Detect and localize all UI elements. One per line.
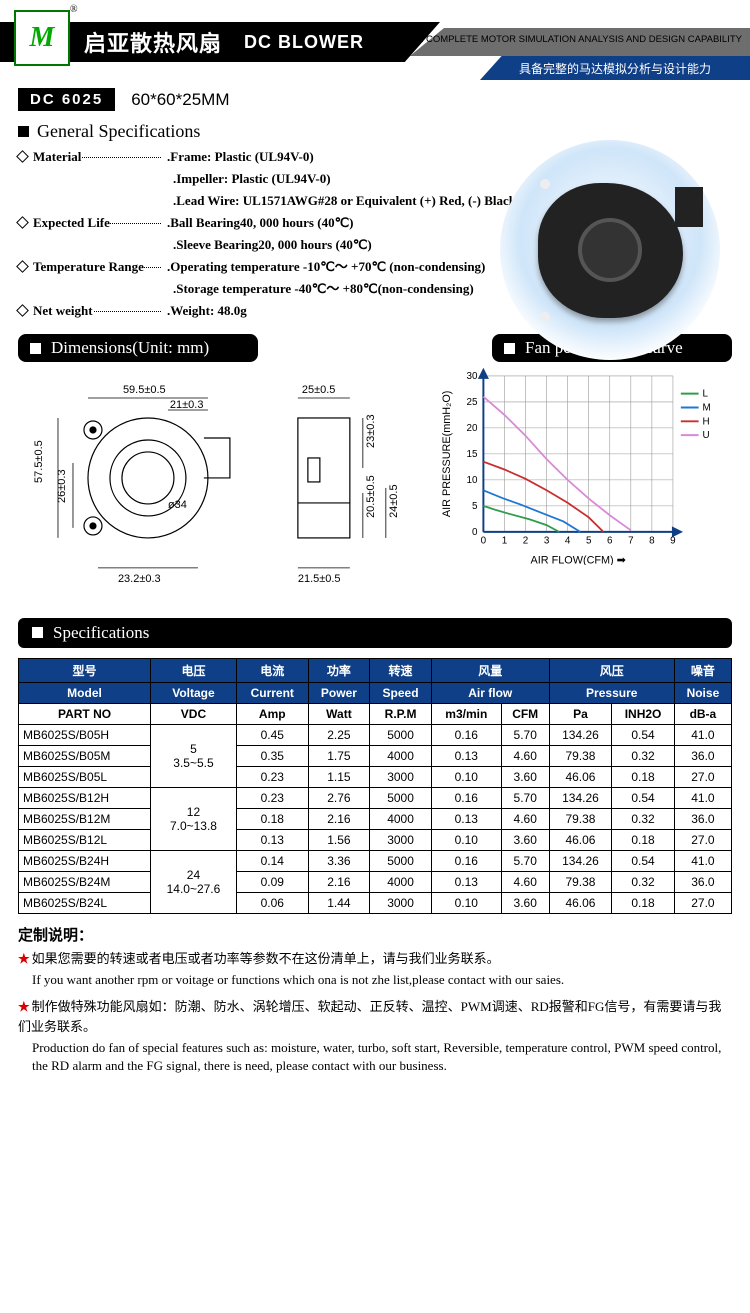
svg-text:30: 30 (466, 371, 477, 382)
svg-text:4: 4 (565, 536, 571, 547)
label-material: Material (33, 149, 81, 164)
svg-text:15: 15 (466, 449, 477, 460)
diamond-bullet-icon (16, 260, 29, 273)
section-general-title: General Specifications (37, 121, 200, 142)
svg-text:3: 3 (544, 536, 550, 547)
diamond-bullet-icon (16, 304, 29, 317)
performance-chart: 0 5 10 15 20 25 30 0 1 2 3 4 5 6 7 8 9 L M H U AIR FLOW(C… (436, 368, 732, 598)
material-frame: .Frame: Plastic (UL94V-0) (161, 146, 314, 168)
square-bullet-icon (32, 627, 43, 638)
svg-text:24±0.5: 24±0.5 (388, 484, 400, 518)
label-temp: Temperature Range (33, 259, 144, 274)
model-badge: DC 6025 (18, 88, 115, 111)
registered-mark: ® (70, 4, 78, 15)
logo-letter: M (30, 22, 55, 54)
svg-text:8: 8 (649, 536, 655, 547)
note2-en: Production do fan of special features su… (32, 1039, 732, 1075)
svg-text:57.5±0.5: 57.5±0.5 (33, 440, 45, 483)
svg-text:20.5±0.5: 20.5±0.5 (365, 475, 377, 518)
svg-text:25±0.5: 25±0.5 (302, 384, 336, 396)
svg-text:20: 20 (466, 423, 477, 434)
square-bullet-icon (504, 343, 515, 354)
label-life: Expected Life (33, 215, 110, 230)
section-specs-title: Specifications (53, 623, 149, 643)
weight-value: .Weight: 48.0g (161, 300, 247, 322)
star-icon: ★ (18, 951, 30, 966)
dimension-drawing: 59.5±0.5 21±0.3 57.5±0.5 26±0.3 ø34 23.2… (18, 368, 418, 598)
model-row: DC 6025 60*60*25MM (0, 80, 750, 115)
section-general-header: General Specifications (18, 121, 732, 142)
svg-text:5: 5 (586, 536, 592, 547)
section-dimensions-header: Dimensions(Unit: mm) (18, 334, 258, 362)
svg-text:H: H (702, 416, 709, 427)
svg-text:23.2±0.3: 23.2±0.3 (118, 573, 161, 585)
note1-en: If you want another rpm or voitage or fu… (32, 971, 732, 989)
svg-text:U: U (702, 430, 709, 441)
note2-cn: 制作做特殊功能风扇如：防潮、防水、涡轮增压、软起动、正反转、温控、PWM调速、R… (18, 999, 721, 1034)
square-bullet-icon (18, 126, 29, 137)
section-dimensions-title: Dimensions(Unit: mm) (51, 338, 209, 358)
capability-cn: 具备完整的马达模拟分析与设计能力 (480, 56, 750, 80)
svg-text:25: 25 (466, 397, 477, 408)
label-weight: Net weight (33, 303, 93, 318)
svg-text:ø34: ø34 (168, 499, 187, 511)
svg-text:26±0.3: 26±0.3 (56, 469, 68, 503)
svg-text:21±0.3: 21±0.3 (170, 399, 204, 411)
svg-text:M: M (702, 402, 710, 413)
svg-text:9: 9 (670, 536, 676, 547)
svg-text:1: 1 (502, 536, 507, 547)
brand-cn: 启亚散热风扇 (84, 26, 222, 58)
svg-text:AIR FLOW(CFM) ➡: AIR FLOW(CFM) ➡ (530, 554, 625, 565)
section-specs-header: Specifications (18, 618, 732, 648)
svg-text:7: 7 (628, 536, 633, 547)
star-icon: ★ (18, 999, 30, 1014)
svg-text:0: 0 (480, 536, 486, 547)
notes-title: 定制说明： (18, 924, 732, 945)
svg-text:10: 10 (466, 475, 477, 486)
svg-text:0: 0 (472, 527, 478, 538)
diamond-bullet-icon (16, 216, 29, 229)
model-dimension: 60*60*25MM (131, 90, 229, 110)
brand-en: DC BLOWER (244, 32, 364, 53)
svg-text:23±0.3: 23±0.3 (365, 414, 377, 448)
svg-text:59.5±0.5: 59.5±0.5 (123, 384, 166, 396)
svg-text:6: 6 (607, 536, 613, 547)
square-bullet-icon (30, 343, 41, 354)
svg-text:21.5±0.5: 21.5±0.5 (298, 573, 341, 585)
temp-operating: .Operating temperature -10℃～ +70℃ (non-c… (161, 256, 485, 278)
svg-text:5: 5 (472, 501, 478, 512)
header-banner: 启亚散热风扇 DC BLOWER M ® HAVE COMPLETE MOTOR… (0, 0, 750, 80)
svg-text:2: 2 (523, 536, 528, 547)
note1-cn: 如果您需要的转速或者电压或者功率等参数不在这份清单上，请与我们业务联系。 (32, 951, 500, 966)
diamond-bullet-icon (16, 150, 29, 163)
custom-notes: 定制说明： ★如果您需要的转速或者电压或者功率等参数不在这份清单上，请与我们业务… (18, 924, 732, 1075)
life-ball: .Ball Bearing40, 000 hours (40℃) (161, 212, 354, 234)
general-specs: Material .Frame: Plastic (UL94V-0) .Impe… (18, 146, 732, 322)
svg-text:L: L (702, 389, 708, 400)
product-image (500, 140, 720, 360)
specifications-table: 型号电压电流功率转速风量风压噪音ModelVoltageCurrentPower… (18, 658, 732, 914)
svg-text:AIR PRESSURE(mmH₂O): AIR PRESSURE(mmH₂O) (441, 391, 453, 518)
capability-en: HAVE COMPLETE MOTOR SIMULATION ANALYSIS … (398, 34, 742, 45)
logo-icon: M (14, 10, 70, 66)
